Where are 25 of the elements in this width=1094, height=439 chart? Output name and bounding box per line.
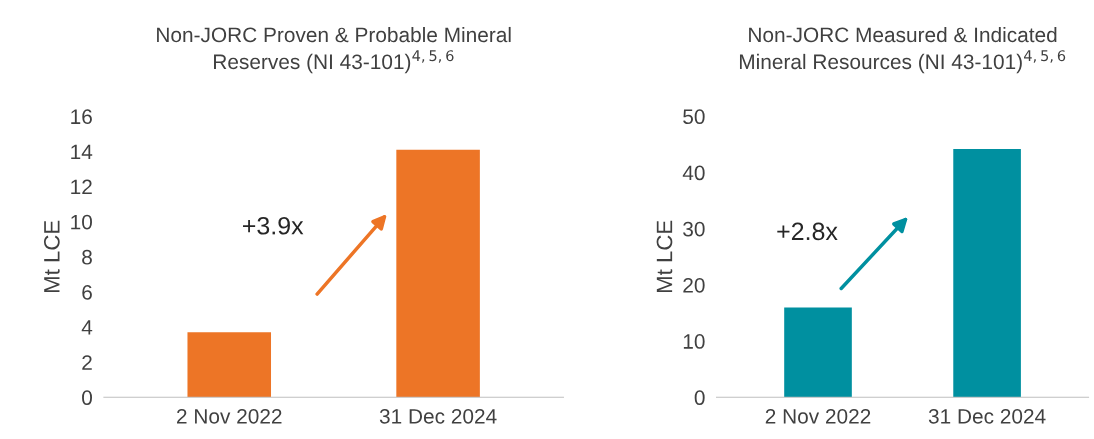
y-tick-label: 2: [82, 355, 92, 370]
x-tick-label: 31 Dec 2024: [928, 408, 1046, 424]
chart-title: Non-JORC Measured & Indicated Mineral Resources (NI 43-101)$^{4,5,6}$: [739, 26, 1066, 74]
x-tick-label: 31 Dec 2024: [379, 408, 497, 424]
x-tick-label: 2 Nov 2022: [765, 408, 871, 424]
y-tick-label: 20: [683, 277, 705, 293]
y-tick-label: 30: [683, 221, 705, 237]
y-tick-label: 10: [683, 334, 705, 349]
y-tick-label: 8: [82, 249, 92, 265]
y-axis-title: Mt LCE: [43, 220, 60, 293]
y-tick-label: 16: [71, 109, 92, 125]
y-axis-title: Mt LCE: [656, 220, 673, 293]
x-tick-label: 2 Nov 2022: [177, 408, 282, 424]
y-tick-label: 40: [682, 165, 705, 181]
annotation: +2.8x: [777, 222, 838, 241]
y-tick-label: 0: [82, 390, 93, 406]
annotation: +3.9x: [243, 216, 304, 235]
y-tick-label: 14: [71, 144, 93, 159]
y-tick-label: 50: [683, 109, 705, 125]
chart-title: Non-JORC Proven & Probable Mineral Reserves (NI 43-101)$^{4,5,6}$: [157, 26, 511, 74]
y-tick-label: 6: [82, 284, 92, 300]
y-tick-label: 10: [71, 214, 93, 230]
y-tick-label: 12: [71, 179, 92, 195]
y-tick-label: 4: [81, 320, 93, 335]
y-tick-label: 0: [694, 390, 705, 406]
